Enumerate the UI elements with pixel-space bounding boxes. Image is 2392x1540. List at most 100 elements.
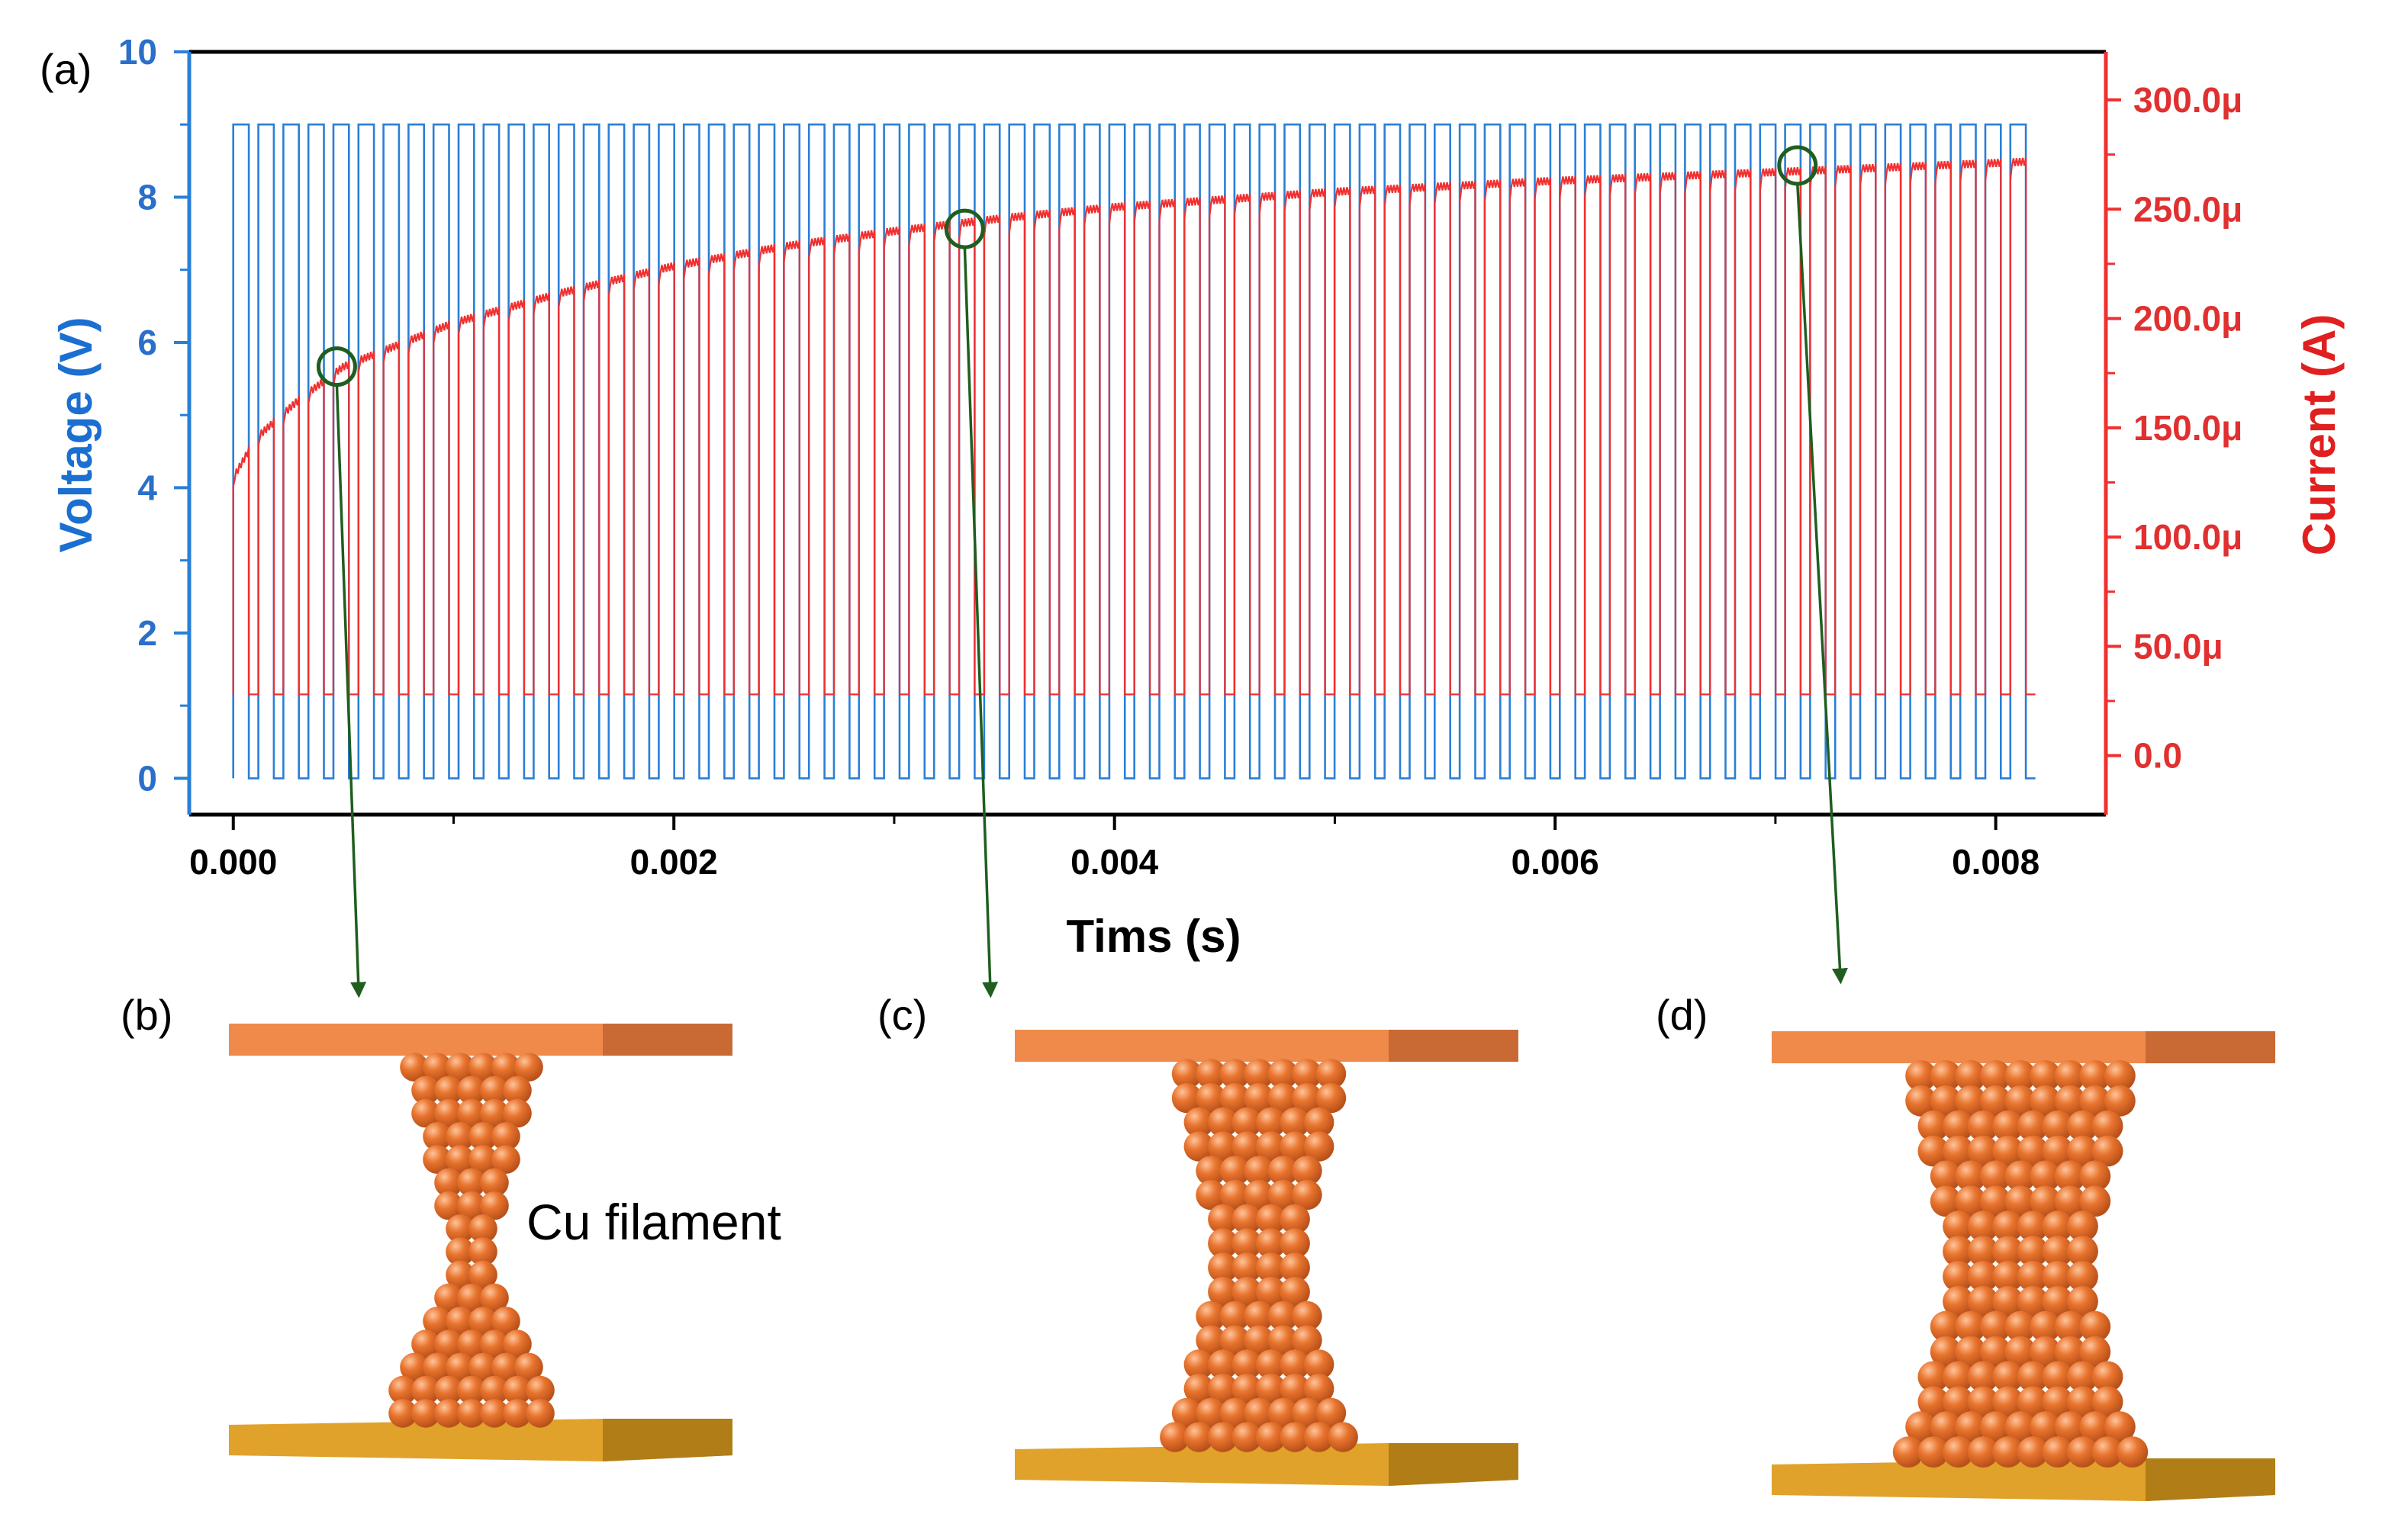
cu-atom [2091,1361,2123,1393]
cu-atom [446,1237,475,1266]
marker-arrow-b [335,384,367,998]
cu-atom [446,1053,475,1082]
cu-atom [434,1191,463,1220]
cu-atom [468,1214,497,1243]
top-electrode-c [1015,1030,1389,1062]
cu-atom [411,1098,440,1128]
cu-atom [468,1053,497,1082]
cu-atom [1905,1411,1937,1443]
cu-atom [503,1329,532,1358]
cu-atom [1280,1349,1310,1380]
cu-atom [434,1168,463,1198]
cu-atom [1280,1204,1310,1235]
cu-atom [1980,1411,2011,1443]
cu-atom [2017,1386,2049,1418]
cu-atom [1943,1110,1974,1142]
cu-atom [468,1145,497,1174]
cu-atom [1955,1411,1987,1443]
cu-atom [1930,1160,1962,1192]
cu-atom [2017,1210,2049,1243]
panel-label-a: (a) [40,45,92,93]
cu-atom [2004,1085,2036,1117]
cu-atom [1992,1135,2024,1167]
cu-atom [1905,1085,1937,1117]
cu-atom [1231,1349,1263,1380]
x-tick-label: 0.008 [1952,842,2039,882]
cu-atom [2104,1085,2136,1117]
voltage-series [232,123,2036,780]
cu-atom [1967,1261,1999,1292]
cu-atom [1980,1085,2011,1117]
cu-atom [1980,1336,2011,1368]
cu-atom [2004,1060,2036,1092]
cu-atom [457,1075,486,1105]
cu-atom [1267,1059,1299,1089]
cu-atom [446,1122,475,1151]
cu-atom [1231,1107,1263,1138]
cu-atom [1208,1107,1238,1138]
cu-atom [1967,1110,1999,1142]
cu-atom [2030,1411,2062,1443]
cu-atom [2030,1185,2062,1217]
cu-atom [1292,1325,1322,1355]
cu-atom [1943,1285,1974,1317]
cu-atom [1980,1310,2011,1342]
cu-atom [1244,1156,1274,1186]
cu-atom [1917,1361,1949,1393]
cu-atom [1280,1276,1310,1307]
cu-atom [1943,1261,1974,1292]
cu-atom [468,1260,497,1290]
cu-atom [1930,1060,1962,1092]
cu-atom [1219,1179,1251,1210]
cu-atom [1304,1373,1334,1404]
marker-arrow-c [963,247,999,998]
cu-atom [1292,1397,1322,1429]
cu-atom [1980,1060,2011,1092]
cu-atom [1256,1252,1286,1283]
y-tick-label-right: 200.0μ [2133,299,2242,339]
y-tick-label-right: 250.0μ [2133,189,2242,229]
cu-atom [1256,1276,1286,1307]
cu-atom [1304,1422,1334,1452]
cu-atom [1196,1179,1226,1210]
cu-atom [1231,1422,1263,1452]
cu-atom [2079,1160,2111,1192]
cu-atom [446,1260,475,1290]
cu-atom [2030,1310,2062,1342]
cu-atom [1955,1160,1987,1192]
cu-atom [446,1145,475,1174]
cu-atom [434,1075,463,1105]
cu-atom [2067,1110,2098,1142]
cu-atom [480,1375,509,1405]
cu-atom [1256,1131,1286,1162]
cu-atom [2067,1436,2098,1468]
x-tick-label: 0.004 [1070,842,1159,882]
cu-atom [2091,1135,2123,1167]
cu-atom [1196,1082,1226,1114]
cu-atom [2104,1060,2136,1092]
cu-atom [1280,1107,1310,1138]
cu-atom [1992,1210,2024,1243]
bottom-electrode-side-d [2146,1458,2275,1501]
cu-atom [1231,1131,1263,1162]
cu-atom [2079,1411,2111,1443]
panel-label-b: (b) [121,991,172,1039]
cu-atom [1280,1131,1310,1162]
cu-atom [1196,1156,1226,1186]
cu-atom [1315,1059,1347,1089]
cu-atom [2067,1261,2098,1292]
cu-atom [1992,1386,2024,1418]
cu-atom [480,1329,509,1358]
cu-atom [1917,1386,1949,1418]
cu-atom [1967,1210,1999,1243]
cu-atom [480,1191,509,1220]
marker-arrow-d [1796,183,1848,985]
cu-atom [1930,1185,1962,1217]
cu-atom [446,1307,475,1336]
cu-atom [468,1352,497,1382]
cu-atom [1280,1373,1310,1404]
cu-atom [1256,1228,1286,1259]
cu-atom [1292,1300,1322,1332]
bottom-electrode-side-c [1389,1443,1518,1486]
